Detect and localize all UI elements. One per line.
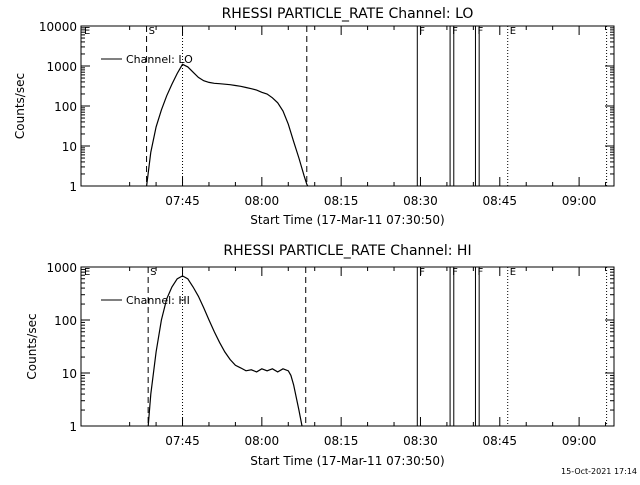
x-tick-label: 08:15 xyxy=(324,194,359,208)
y-axis-label: Counts/sec xyxy=(25,313,39,379)
legend-label: Channel: HI xyxy=(126,294,190,307)
footer-timestamp: 15-Oct-2021 17:14 xyxy=(561,467,637,476)
event-marker-label: E xyxy=(510,267,516,278)
event-marker-label: S xyxy=(149,26,155,37)
data-series-line xyxy=(147,275,303,427)
y-tick-label: 1 xyxy=(69,420,77,434)
event-marker-label: F xyxy=(477,26,483,37)
x-tick-label: 08:15 xyxy=(324,434,359,448)
x-tick-label: 09:00 xyxy=(562,194,597,208)
y-axis-label: Counts/sec xyxy=(13,73,27,139)
y-tick-label: 1000 xyxy=(46,60,77,74)
event-marker-label: E xyxy=(510,26,516,37)
event-marker-label: F xyxy=(452,26,458,37)
data-series-line xyxy=(146,63,309,187)
y-tick-label: 100 xyxy=(54,100,77,114)
plot-frame xyxy=(80,25,615,187)
y-tick-label: 10 xyxy=(62,140,77,154)
x-tick-label: 08:45 xyxy=(482,434,517,448)
y-tick-label: 1 xyxy=(69,180,77,194)
y-tick-label: 10 xyxy=(62,367,77,381)
event-marker-label: F xyxy=(419,267,425,278)
chart-title: RHESSI PARTICLE_RATE Channel: LO xyxy=(222,6,474,22)
lo-channel-panel: RHESSI PARTICLE_RATE Channel: LO Counts/s… xyxy=(13,6,615,227)
event-marker-label: E xyxy=(84,26,90,37)
event-marker-label: F xyxy=(452,267,458,278)
event-marker-label: F xyxy=(419,26,425,37)
x-tick-label: 07:45 xyxy=(165,194,200,208)
x-tick-label: 08:30 xyxy=(403,194,438,208)
hi-channel-panel: RHESSI PARTICLE_RATE Channel: HI Counts/s… xyxy=(25,243,615,468)
x-tick-label: 08:30 xyxy=(403,434,438,448)
x-tick-label: 07:45 xyxy=(165,434,200,448)
event-marker-label: E xyxy=(84,267,90,278)
x-tick-label: 08:00 xyxy=(245,434,280,448)
event-marker-label: F xyxy=(477,267,483,278)
x-axis-label: Start Time (17-Mar-11 07:30:50) xyxy=(250,213,444,227)
legend-label: Channel: LO xyxy=(126,53,193,66)
x-tick-label: 08:45 xyxy=(482,194,517,208)
x-axis-label: Start Time (17-Mar-11 07:30:50) xyxy=(250,454,444,468)
y-tick-label: 1000 xyxy=(46,261,77,275)
x-tick-label: 08:00 xyxy=(245,194,280,208)
x-tick-label: 09:00 xyxy=(562,434,597,448)
chart-title: RHESSI PARTICLE_RATE Channel: HI xyxy=(223,243,471,259)
plot-frame xyxy=(80,266,615,427)
y-tick-label: 100 xyxy=(54,314,77,328)
y-tick-label: 10000 xyxy=(39,20,77,34)
event-marker-label: S xyxy=(150,267,156,278)
